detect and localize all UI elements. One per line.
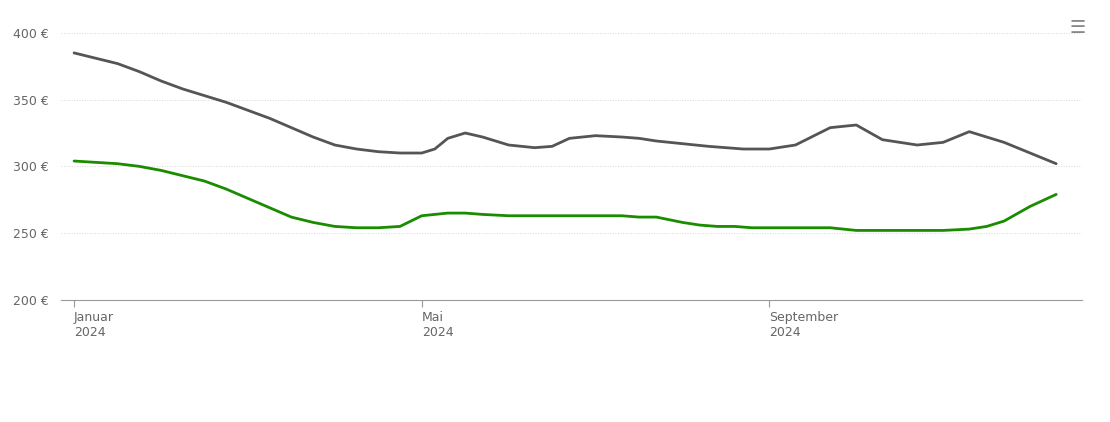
Text: ☰: ☰ xyxy=(1069,19,1086,37)
